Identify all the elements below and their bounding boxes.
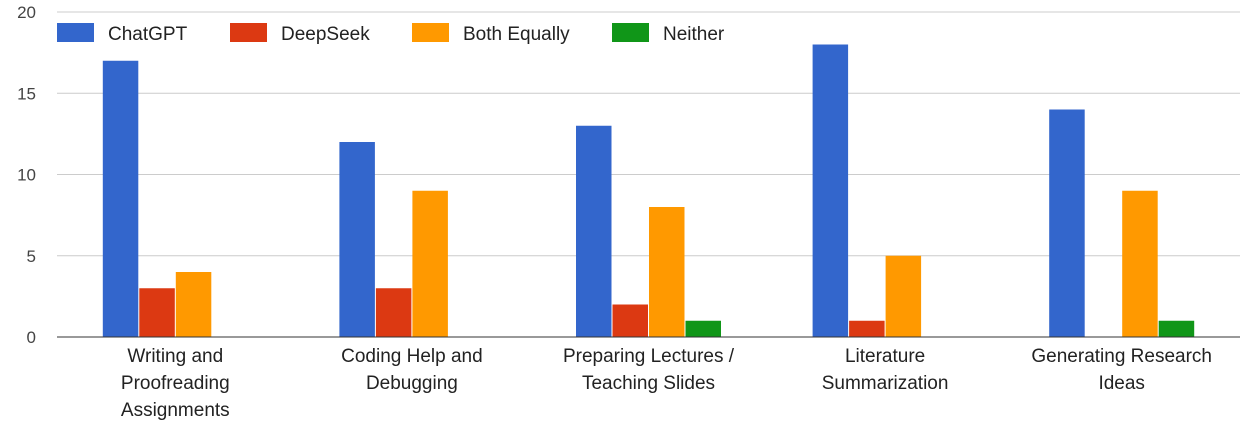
legend-label: Both Equally xyxy=(463,24,570,45)
x-tick-label: Assignments xyxy=(121,400,230,421)
bar-deepseek xyxy=(612,304,648,337)
x-tick-label: Generating Research xyxy=(1031,346,1212,367)
y-tick-label: 0 xyxy=(27,328,36,347)
bar-chatgpt xyxy=(339,142,375,337)
bar-chatgpt xyxy=(812,44,849,337)
bar-both-equally xyxy=(1122,190,1158,337)
bar-deepseek xyxy=(849,320,885,337)
bar-deepseek xyxy=(375,288,412,337)
bar-both-equally xyxy=(885,255,922,337)
bar-both-equally xyxy=(412,190,448,337)
x-tick-label: Ideas xyxy=(1098,373,1144,394)
x-tick-label: Summarization xyxy=(822,373,949,394)
x-tick-label: Coding Help and xyxy=(341,346,483,367)
bar-chatgpt xyxy=(576,125,612,337)
bar-deepseek xyxy=(139,288,175,337)
legend-label: Neither xyxy=(663,24,725,45)
x-tick-label: Teaching Slides xyxy=(582,373,715,394)
legend-swatch xyxy=(57,23,94,42)
bar-chatgpt xyxy=(1049,109,1085,337)
bar-both-equally xyxy=(649,207,685,337)
x-tick-label: Literature xyxy=(845,346,925,367)
y-tick-label: 5 xyxy=(27,247,36,266)
y-tick-label: 20 xyxy=(17,3,36,22)
x-tick-label: Proofreading xyxy=(121,373,230,394)
bar-neither xyxy=(685,320,721,337)
x-tick-label: Debugging xyxy=(366,373,458,394)
y-tick-label: 15 xyxy=(17,84,36,103)
legend-swatch xyxy=(412,23,449,42)
x-tick-label: Preparing Lectures / xyxy=(563,346,735,367)
x-tick-label: Writing and xyxy=(127,346,223,367)
bar-both-equally xyxy=(175,272,212,337)
bar-chatgpt xyxy=(102,60,139,337)
legend-label: ChatGPT xyxy=(108,24,188,45)
y-tick-label: 10 xyxy=(17,166,36,185)
legend-label: DeepSeek xyxy=(281,24,370,45)
bar-neither xyxy=(1158,320,1195,337)
legend-swatch xyxy=(230,23,267,42)
legend-swatch xyxy=(612,23,649,42)
